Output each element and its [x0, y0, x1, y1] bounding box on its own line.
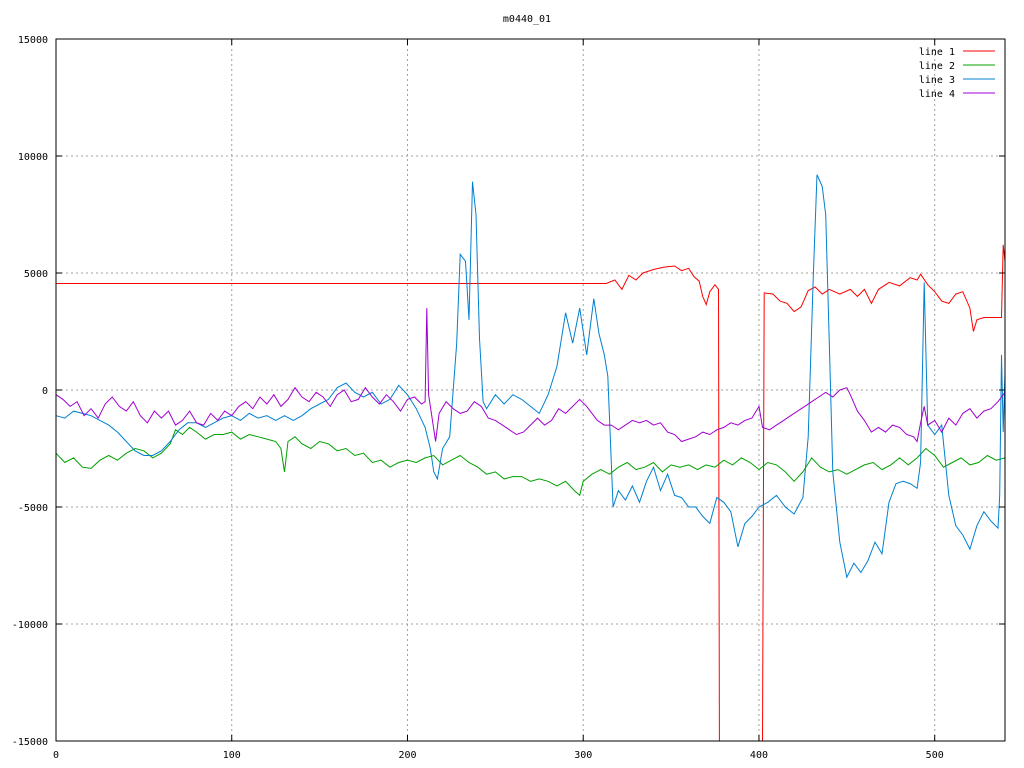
legend-label-2: line 2 — [919, 61, 955, 72]
axis-ticks: 0 100 200 300 400 500 -15000 -10000 -5000 0 5000 10… — [12, 35, 1005, 761]
series-layer — [55, 174, 1006, 742]
legend-label-4: line 4 — [919, 89, 955, 100]
x-tick-label: 500 — [926, 750, 944, 761]
series-line-2 — [55, 426, 1006, 497]
series-line-3 — [55, 174, 1006, 579]
y-tick-label: -10000 — [12, 620, 48, 631]
y-tick-label: 15000 — [18, 35, 48, 46]
legend-label-1: line 1 — [919, 47, 955, 58]
x-tick-label: 100 — [223, 750, 241, 761]
legend-label-3: line 3 — [919, 75, 955, 86]
series-line-1 — [56, 244, 1006, 742]
x-tick-label: 200 — [398, 750, 416, 761]
y-tick-label: 10000 — [18, 152, 48, 163]
legend: line 1 line 2 line 3 line 4 — [919, 47, 995, 100]
gridlines — [56, 39, 1005, 741]
y-tick-label: 5000 — [24, 269, 48, 280]
y-tick-label: -15000 — [12, 737, 48, 748]
x-tick-label: 300 — [574, 750, 592, 761]
y-tick-label: -5000 — [18, 503, 48, 514]
series-line-4 — [55, 308, 1006, 443]
chart-title: m0440_01 — [503, 14, 551, 25]
y-tick-label: 0 — [42, 386, 48, 397]
x-tick-label: 400 — [750, 750, 768, 761]
x-tick-label: 0 — [53, 750, 59, 761]
